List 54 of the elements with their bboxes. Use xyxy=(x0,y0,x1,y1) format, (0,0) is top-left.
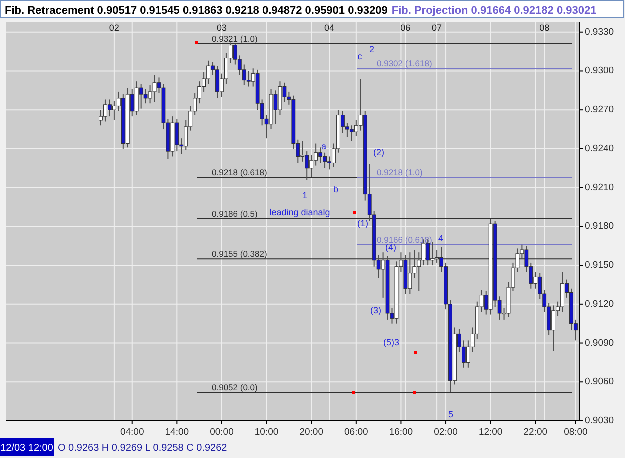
chart-title: Fib. Retracement 0.90517 0.91545 0.91863 0.9218 0.94872 0.95901 0.93209 xyxy=(5,5,388,17)
annotation: 2 xyxy=(369,44,375,54)
annotation: 5 xyxy=(448,409,454,420)
y-tick-label: 0.9330 xyxy=(585,26,614,38)
annotation: 4 xyxy=(438,233,444,244)
x-tick-label: 00:00 xyxy=(210,427,234,438)
ref-line-label: 0.9155 (0.382) xyxy=(212,249,268,260)
ref-line-label: 0.9186 (0.5) xyxy=(212,208,258,219)
text: O 0.9263 H 0.9269 L 0.9258 C 0.9262 xyxy=(58,443,228,454)
annotation: 04 xyxy=(324,23,335,33)
y-tick-label: 0.9120 xyxy=(585,298,614,310)
y-tick-label: 0.9240 xyxy=(585,143,614,154)
x-tick-label: 22:00 xyxy=(524,427,548,438)
x-tick-label: 10:00 xyxy=(254,427,279,438)
annotation: c xyxy=(358,51,363,62)
ref-line-label: 0.9321 (1.0) xyxy=(212,34,258,44)
annotation: 06 xyxy=(400,23,411,33)
y-tick-label: 0.9060 xyxy=(585,376,614,388)
y-tick-label: 0.9270 xyxy=(585,104,614,116)
ref-line-label: 0.9166 (0.618) xyxy=(377,234,432,245)
text: 12/03 12:00 xyxy=(0,443,54,454)
y-tick-label: 0.9150 xyxy=(585,260,614,272)
annotation: (2) xyxy=(374,147,384,158)
ref-line-label: 0.9052 (0.0) xyxy=(212,382,258,392)
annotation: 03 xyxy=(216,23,227,33)
x-tick-label: 08:00 xyxy=(564,427,588,438)
ref-line-label: 0.9302 (1.618) xyxy=(377,58,432,69)
annotation: (4) xyxy=(386,242,396,252)
y-tick-label: 0.9300 xyxy=(585,66,614,77)
annotation: (1) xyxy=(358,218,368,228)
x-tick-label: 02:00 xyxy=(434,427,458,438)
x-tick-label: 04:00 xyxy=(120,427,144,438)
annotation: 07 xyxy=(432,23,442,33)
annotation: 02 xyxy=(109,23,120,33)
x-tick-label: 06:00 xyxy=(344,427,368,438)
y-tick-label: 0.9180 xyxy=(585,221,614,232)
annotation: 1 xyxy=(302,190,308,200)
chart-subtitle: Fib. Projection 0.91664 0.92182 0.93021 xyxy=(392,5,597,17)
x-tick-label: 12:00 xyxy=(478,427,503,438)
ref-line-label: 0.9218 (0.618) xyxy=(212,167,268,178)
y-tick-label: 0.9090 xyxy=(585,338,614,349)
annotation: 3 xyxy=(394,337,400,348)
annotation: 08 xyxy=(540,23,550,33)
annotation: b xyxy=(333,184,339,194)
x-tick-label: 20:00 xyxy=(300,427,324,438)
annotation: (3) xyxy=(370,305,382,316)
annotation: (5) xyxy=(384,337,394,348)
annotation: a xyxy=(321,141,327,152)
x-tick-label: 16:00 xyxy=(389,427,414,438)
x-tick-label: 14:00 xyxy=(165,427,190,438)
annotation: leading dianalg xyxy=(270,207,330,218)
y-tick-label: 0.9030 xyxy=(585,416,614,427)
ref-line-label: 0.9218 (1.0) xyxy=(377,167,424,178)
y-tick-label: 0.9210 xyxy=(585,182,614,194)
